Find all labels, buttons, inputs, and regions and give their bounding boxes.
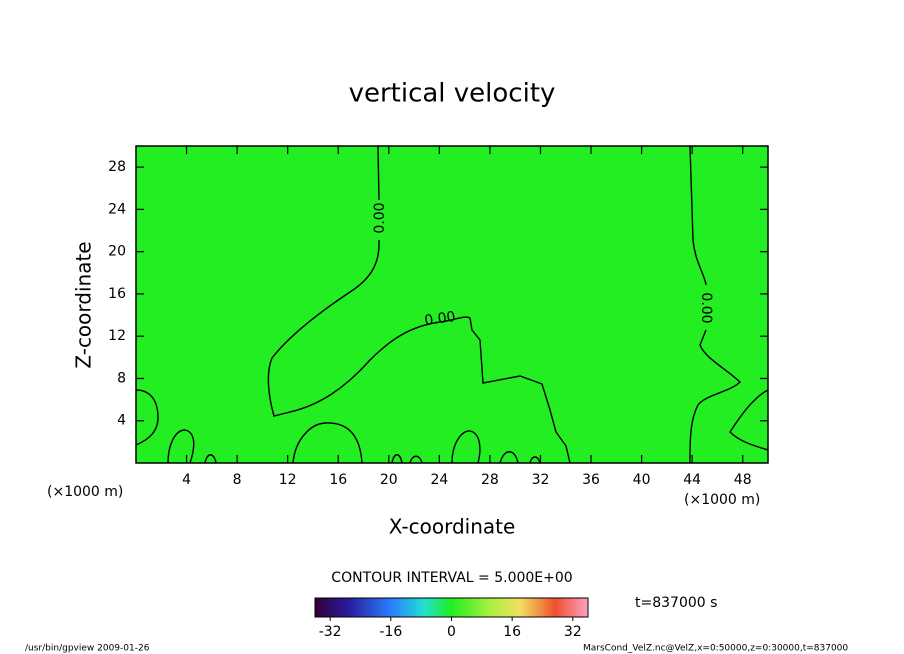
contour-interval: CONTOUR INTERVAL = 5.000E+00 — [331, 570, 572, 586]
contour-line — [451, 430, 481, 464]
x-axis-label: X-coordinate — [389, 515, 516, 539]
contours — [135, 145, 769, 464]
x-tick-label: 20 — [380, 472, 398, 488]
y-tick-label: 8 — [117, 370, 126, 386]
y-axis-label: Z-coordinate — [72, 241, 96, 368]
colorbar — [314, 597, 589, 618]
x-tick-label: 48 — [734, 472, 752, 488]
x-tick-label: 44 — [683, 472, 701, 488]
y-tick-label: 12 — [108, 328, 126, 344]
colorbar-tick-label: 16 — [503, 624, 521, 640]
y-tick-label: 4 — [117, 413, 126, 429]
x-tick-label: 36 — [582, 472, 600, 488]
contour-line — [689, 145, 742, 464]
y-tick-label: 24 — [108, 201, 126, 217]
y-tick-label: 16 — [108, 286, 126, 302]
footer-right: MarsCond_VelZ.nc@VelZ,x=0:50000,z=0:3000… — [583, 644, 848, 654]
x-tick-label: 12 — [279, 472, 297, 488]
x-tick-label: 4 — [182, 472, 191, 488]
contour-line — [135, 389, 159, 446]
x-tick-label: 40 — [633, 472, 651, 488]
contour-label: 0.00 — [698, 292, 714, 323]
colorbar-tick-label: 0 — [447, 624, 456, 640]
time-label: t=837000 s — [635, 595, 717, 611]
colorbar-tick-label: 32 — [564, 624, 582, 640]
contour-line — [729, 389, 769, 451]
chart-title: vertical velocity — [349, 79, 556, 109]
x-tick-label: 8 — [233, 472, 242, 488]
x-tick-label: 28 — [481, 472, 499, 488]
x-tick-label: 16 — [329, 472, 347, 488]
y-tick-label: 20 — [108, 244, 126, 260]
x-tick-label: 24 — [430, 472, 448, 488]
x-axis-unit: (×1000 m) — [684, 492, 760, 508]
contour-line — [167, 429, 195, 464]
y-tick-label: 28 — [108, 159, 126, 175]
plot-frame — [135, 145, 769, 464]
y-axis-unit: (×1000 m) — [47, 484, 123, 500]
colorbar-tick-label: -16 — [379, 624, 402, 640]
contour-line — [292, 422, 363, 464]
contour-line — [267, 145, 571, 464]
footer-left: /usr/bin/gpview 2009-01-26 — [25, 644, 150, 654]
field — [136, 146, 768, 463]
contour-label: 0.00 — [423, 309, 456, 329]
contour-line — [204, 451, 541, 464]
x-tick-label: 32 — [532, 472, 550, 488]
colorbar-tick-label: -32 — [319, 624, 342, 640]
contour-label: 0.00 — [372, 202, 388, 233]
